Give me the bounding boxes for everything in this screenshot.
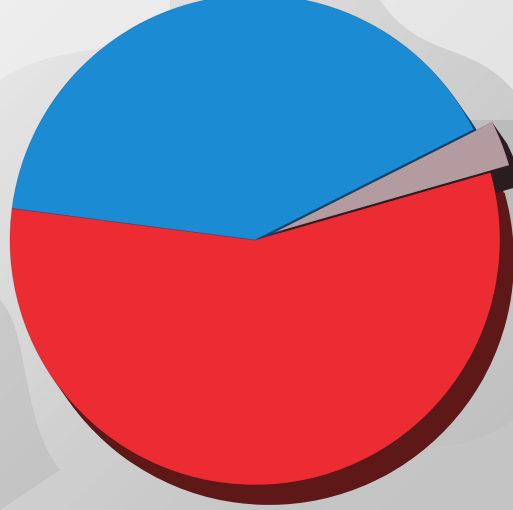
pie-slice-0 [9, 172, 501, 486]
pie-slice-1 [11, 0, 475, 241]
pie-slice-2 [273, 121, 510, 234]
